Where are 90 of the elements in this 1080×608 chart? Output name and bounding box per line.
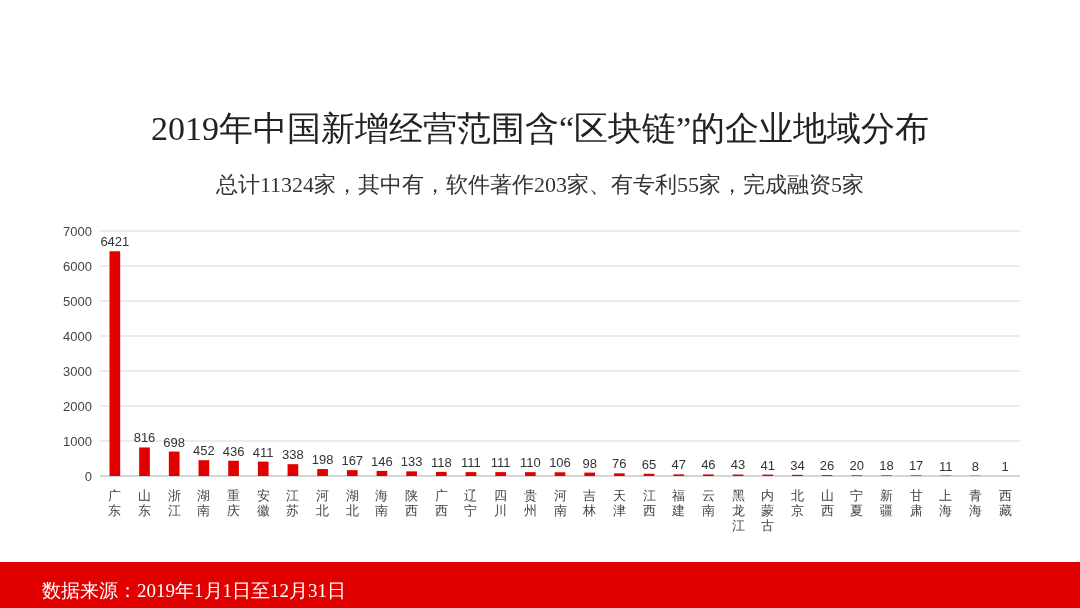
bar bbox=[346, 470, 358, 476]
x-tick-label: 西藏 bbox=[998, 488, 1012, 518]
data-label: 146 bbox=[371, 453, 393, 469]
x-tick-label: 安徽 bbox=[256, 488, 270, 518]
x-tick-label: 四川 bbox=[494, 488, 508, 518]
x-tick-label: 内蒙古 bbox=[761, 488, 775, 533]
bar bbox=[614, 473, 625, 476]
x-tick-label: 甘肃 bbox=[909, 488, 923, 518]
data-label: 698 bbox=[163, 434, 186, 450]
data-label: 65 bbox=[641, 456, 657, 472]
data-label: 20 bbox=[849, 458, 865, 474]
data-label: 17 bbox=[908, 458, 924, 474]
data-label: 111 bbox=[490, 455, 511, 471]
data-label: 133 bbox=[400, 454, 423, 470]
x-tick-label: 宁夏 bbox=[850, 488, 864, 518]
x-tick-label: 重庆 bbox=[227, 488, 241, 518]
data-label: 106 bbox=[549, 455, 571, 471]
chart-title: 2019年中国新增经营范围含“区块链”的企业地域分布 bbox=[150, 110, 930, 147]
x-tick-label: 湖北 bbox=[345, 488, 359, 518]
x-tick-label: 江西 bbox=[642, 488, 656, 518]
y-tick-label: 1000 bbox=[63, 434, 92, 449]
x-tick-label: 山西 bbox=[820, 488, 834, 518]
y-tick-label: 2000 bbox=[63, 399, 92, 414]
x-tick-label: 河南 bbox=[553, 488, 567, 518]
data-label: 198 bbox=[311, 452, 334, 468]
y-tick-label: 5000 bbox=[63, 294, 92, 309]
y-tick-label: 6000 bbox=[63, 259, 92, 274]
bar bbox=[406, 471, 417, 476]
data-label: 118 bbox=[430, 454, 452, 470]
x-tick-label: 辽宁 bbox=[464, 488, 478, 518]
x-tick-label: 新疆 bbox=[879, 488, 893, 518]
data-label: 98 bbox=[582, 455, 597, 471]
x-tick-label: 福建 bbox=[671, 488, 686, 518]
x-tick-label: 北京 bbox=[790, 488, 804, 518]
x-tick-label: 湖南 bbox=[197, 488, 211, 518]
bar bbox=[317, 469, 328, 476]
bar bbox=[139, 447, 150, 476]
x-tick-label: 海南 bbox=[375, 488, 389, 518]
x-tick-label: 浙江 bbox=[167, 488, 181, 518]
y-tick-label: 0 bbox=[84, 469, 92, 484]
data-label: 411 bbox=[252, 444, 274, 460]
source-note: 数据来源：2019年1月1日至12月31日 bbox=[42, 580, 346, 601]
y-tick-label: 3000 bbox=[63, 364, 92, 379]
bar bbox=[168, 451, 180, 476]
y-tick-label: 4000 bbox=[63, 329, 92, 344]
x-tick-label: 云南 bbox=[701, 488, 715, 518]
data-label: 167 bbox=[341, 453, 364, 469]
data-label: 46 bbox=[701, 457, 716, 473]
x-tick-label: 广西 bbox=[434, 488, 448, 518]
bar bbox=[524, 472, 536, 476]
x-tick-label: 广东 bbox=[108, 488, 122, 518]
bar bbox=[287, 464, 299, 476]
bar bbox=[228, 460, 239, 476]
bar bbox=[198, 460, 210, 476]
x-tick-label: 青海 bbox=[968, 488, 982, 518]
bar bbox=[495, 472, 506, 476]
data-label: 47 bbox=[671, 457, 686, 473]
chart-subtitle: 总计11324家，其中有，软件著作203家、有专利55家，完成融资5家 bbox=[214, 172, 865, 197]
x-tick-label: 江苏 bbox=[286, 488, 300, 518]
data-label: 1 bbox=[1001, 458, 1009, 474]
bar bbox=[109, 251, 121, 476]
data-label: 8 bbox=[971, 458, 980, 474]
data-label: 338 bbox=[282, 447, 304, 463]
data-label: 11 bbox=[939, 458, 953, 474]
bar bbox=[435, 471, 447, 476]
data-label: 43 bbox=[730, 457, 746, 473]
x-tick-label: 河北 bbox=[316, 488, 330, 518]
data-label: 6421 bbox=[100, 234, 130, 250]
data-label: 41 bbox=[760, 457, 775, 473]
bar bbox=[554, 472, 566, 476]
x-tick-label: 山东 bbox=[138, 488, 152, 518]
bar bbox=[465, 472, 477, 476]
data-label: 816 bbox=[133, 430, 156, 446]
data-label: 76 bbox=[612, 456, 627, 472]
data-label: 26 bbox=[819, 458, 835, 474]
bar bbox=[257, 461, 269, 476]
x-tick-label: 上海 bbox=[939, 488, 953, 518]
data-label: 452 bbox=[193, 443, 215, 459]
x-tick-label: 陕西 bbox=[405, 488, 419, 518]
data-label: 436 bbox=[222, 443, 245, 459]
data-label: 34 bbox=[790, 457, 805, 473]
data-label: 110 bbox=[519, 455, 541, 471]
data-label: 111 bbox=[461, 455, 481, 471]
x-tick-label: 黑龙江 bbox=[731, 488, 745, 533]
data-label: 18 bbox=[879, 458, 894, 474]
bar bbox=[376, 470, 388, 476]
x-tick-label: 贵州 bbox=[523, 488, 537, 518]
y-tick-label: 7000 bbox=[63, 224, 92, 239]
x-tick-label: 天津 bbox=[612, 488, 626, 518]
x-tick-label: 吉林 bbox=[582, 488, 597, 518]
